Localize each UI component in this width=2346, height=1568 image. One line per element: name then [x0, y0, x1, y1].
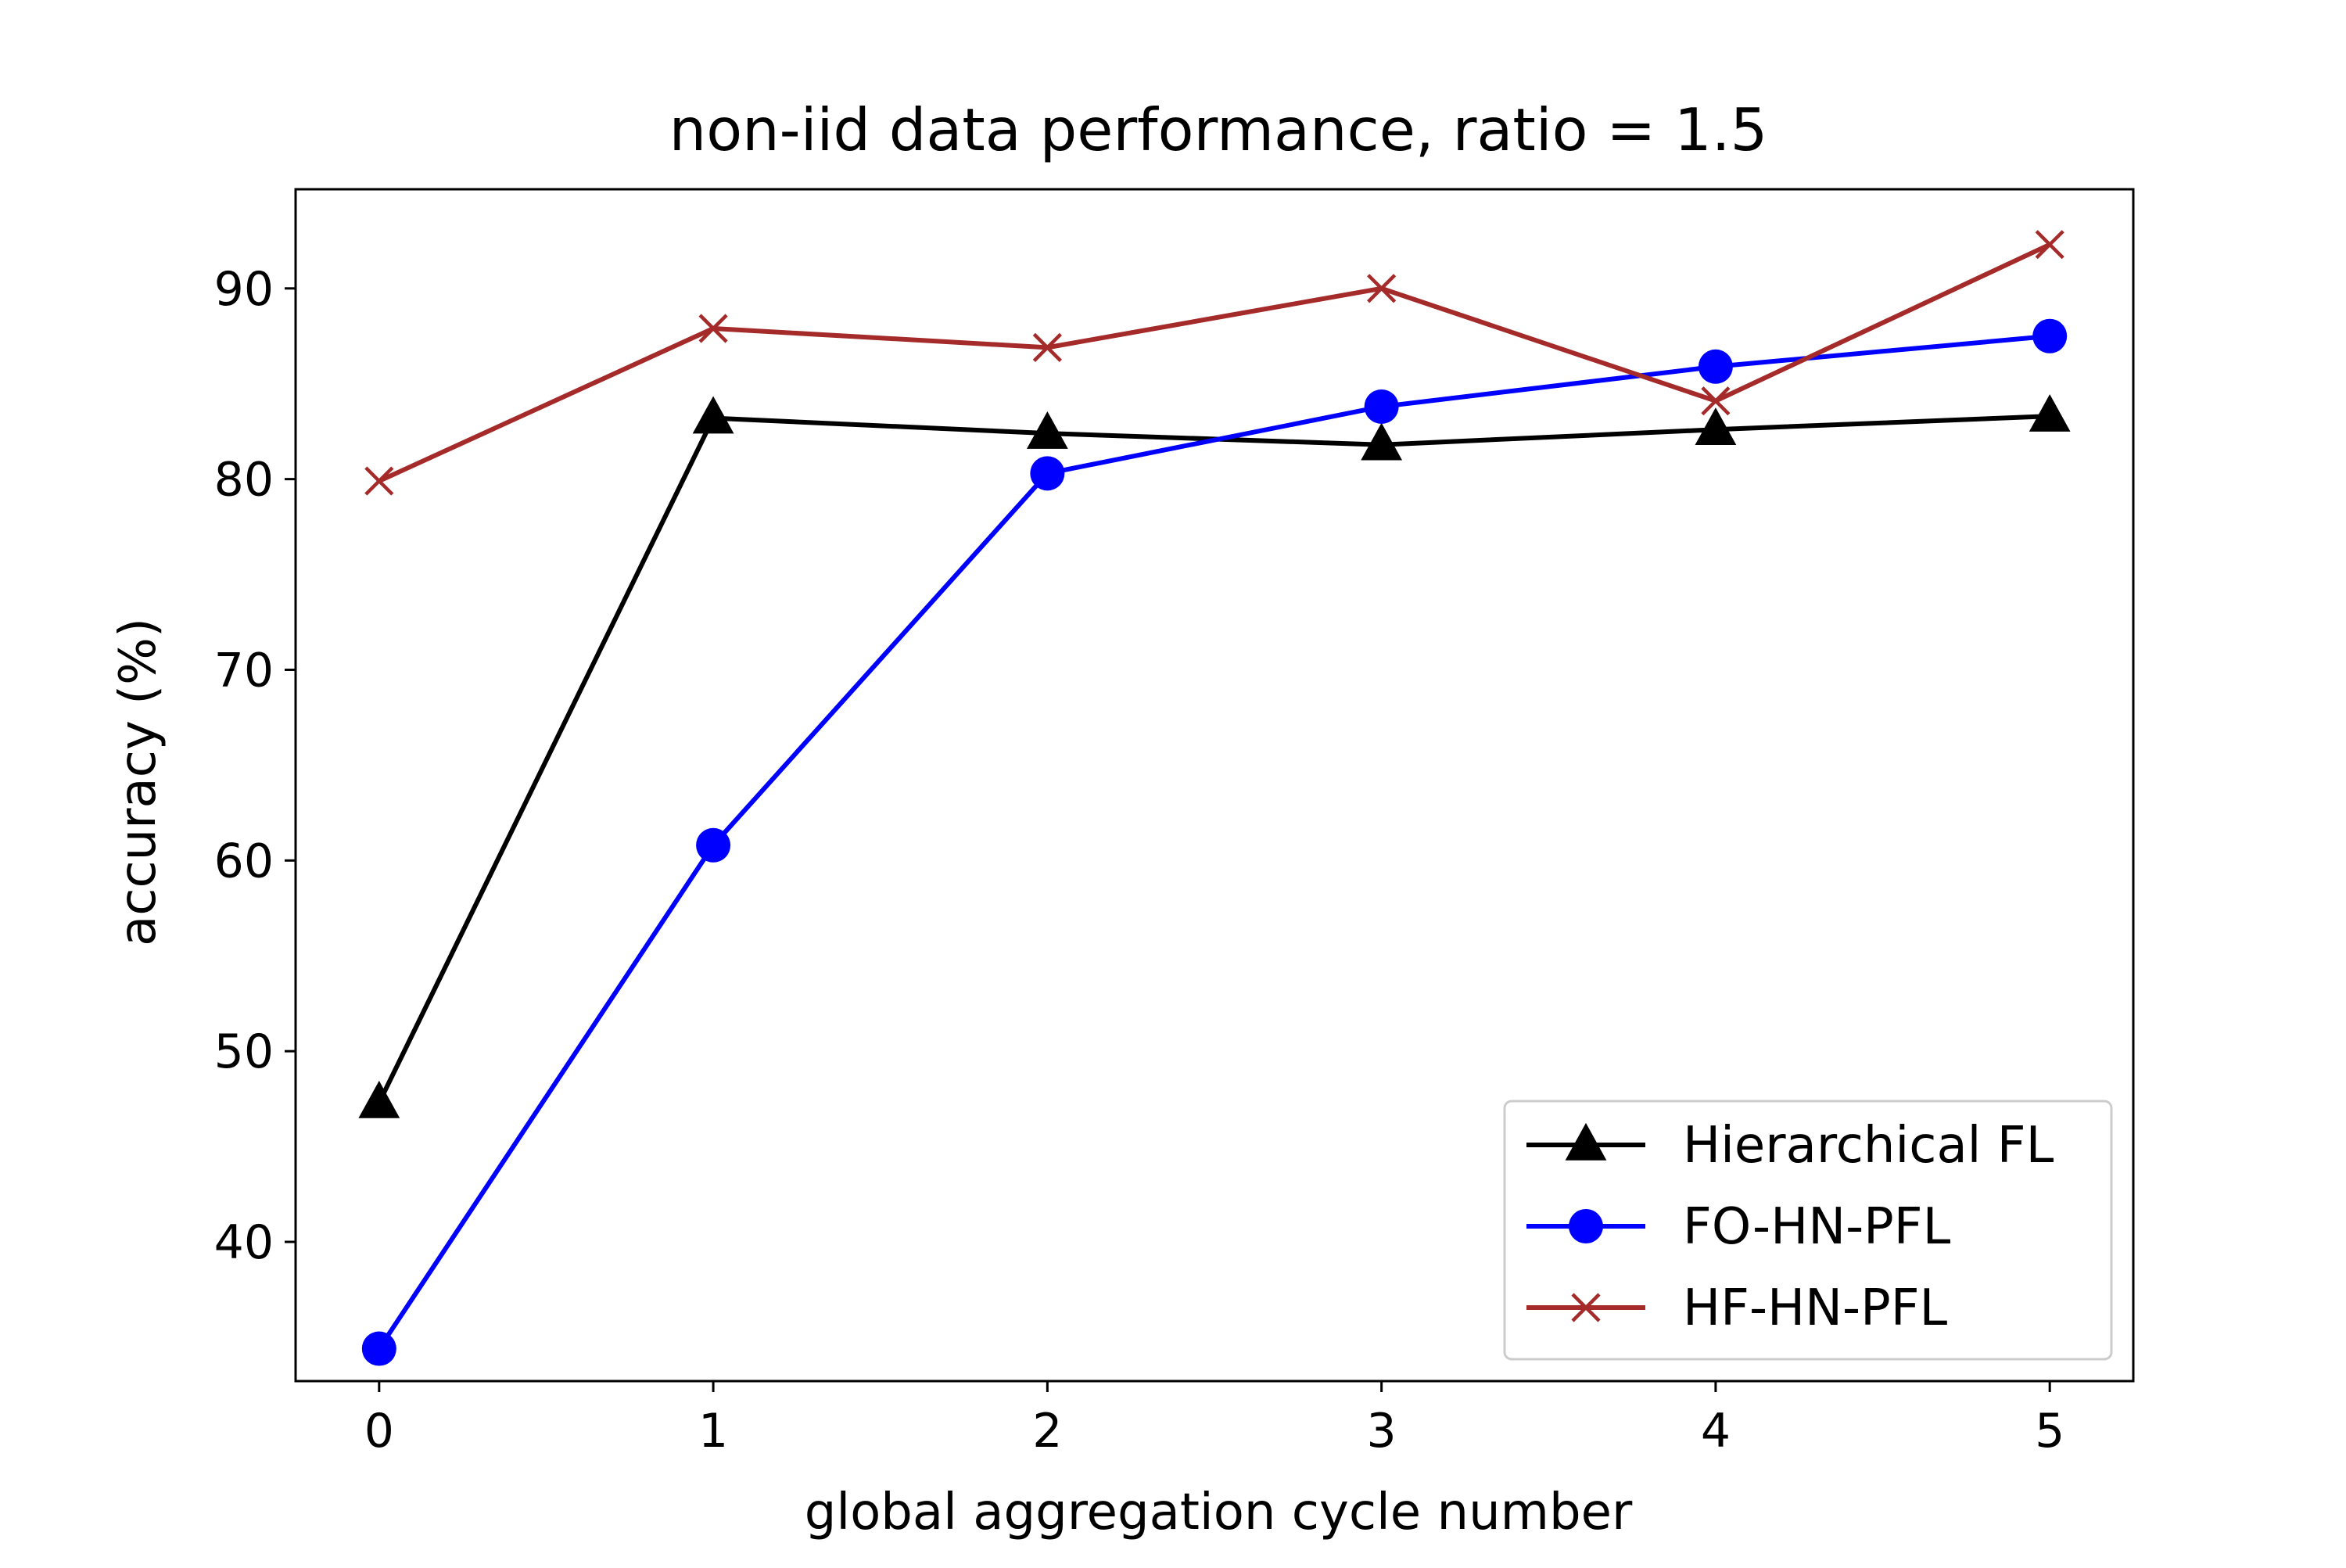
data-point-hf-hn-pfl — [1032, 332, 1062, 362]
legend-swatch-marker — [1565, 1122, 1607, 1161]
series-line-hf-hn-pfl — [378, 242, 2051, 483]
x-tick-label: 4 — [1701, 1404, 1731, 1459]
y-axis-label: accuracy (%) — [109, 618, 167, 946]
data-point-hierarchical-fl — [692, 396, 734, 434]
y-tick-label: 60 — [214, 834, 274, 888]
data-point-fo-hn-pfl — [2032, 318, 2068, 353]
y-tick-label: 90 — [214, 262, 274, 317]
data-point-hf-hn-pfl-stroke — [1701, 386, 1731, 416]
legend-swatch-marker — [1571, 1293, 1601, 1322]
data-point-hierarchical-fl — [2029, 394, 2071, 432]
data-point-hf-hn-pfl-stroke — [698, 314, 728, 343]
data-point-hf-hn-pfl — [1701, 386, 1731, 416]
series-line-hierarchical-fl — [377, 414, 2050, 1104]
y-tick-label: 80 — [214, 453, 274, 508]
data-point-fo-hn-pfl — [1364, 389, 1399, 424]
plot-frame — [294, 188, 2135, 1383]
data-point-hierarchical-fl — [1361, 422, 1403, 461]
data-point-hf-hn-pfl — [2035, 230, 2064, 260]
data-point-hierarchical-fl — [1695, 407, 1737, 445]
data-point-hierarchical-fl — [1026, 411, 1068, 449]
series-line-fo-hn-pfl — [377, 333, 2050, 1351]
x-tick-label: 0 — [364, 1404, 394, 1459]
x-axis-label: global aggregation cycle number — [805, 1484, 1633, 1541]
data-point-hf-hn-pfl-stroke — [1367, 274, 1397, 303]
data-point-hf-hn-pfl-stroke — [1032, 332, 1062, 362]
legend-label: HF-HN-PFL — [1683, 1279, 1948, 1337]
data-point-hf-hn-pfl — [364, 466, 394, 496]
chart-title: non-iid data performance, ratio = 1.5 — [669, 95, 1768, 164]
y-tick-label: 70 — [214, 643, 274, 698]
legend-swatch-marker-stroke — [1571, 1293, 1601, 1322]
data-point-hf-hn-pfl-stroke — [2035, 230, 2064, 260]
legend-label: Hierarchical FL — [1683, 1117, 2054, 1175]
x-tick-label: 3 — [1367, 1404, 1397, 1459]
data-point-hf-hn-pfl — [1367, 274, 1397, 303]
data-point-hf-hn-pfl-stroke — [364, 466, 394, 496]
data-point-hf-hn-pfl — [698, 314, 728, 343]
data-point-fo-hn-pfl — [361, 1331, 396, 1366]
y-tick-label: 50 — [214, 1024, 274, 1079]
x-tick-label: 1 — [698, 1404, 728, 1459]
legend-swatch-marker — [1569, 1209, 1603, 1243]
data-point-hierarchical-fl — [358, 1080, 400, 1118]
legend-box — [1503, 1100, 2113, 1361]
data-point-fo-hn-pfl — [1698, 349, 1733, 384]
x-tick-label: 2 — [1032, 1404, 1062, 1459]
x-tick-label: 5 — [2035, 1404, 2064, 1459]
y-tick-label: 40 — [214, 1215, 274, 1270]
data-point-fo-hn-pfl — [696, 827, 731, 863]
data-point-fo-hn-pfl — [1030, 456, 1065, 491]
legend-label: FO-HN-PFL — [1683, 1198, 1951, 1256]
